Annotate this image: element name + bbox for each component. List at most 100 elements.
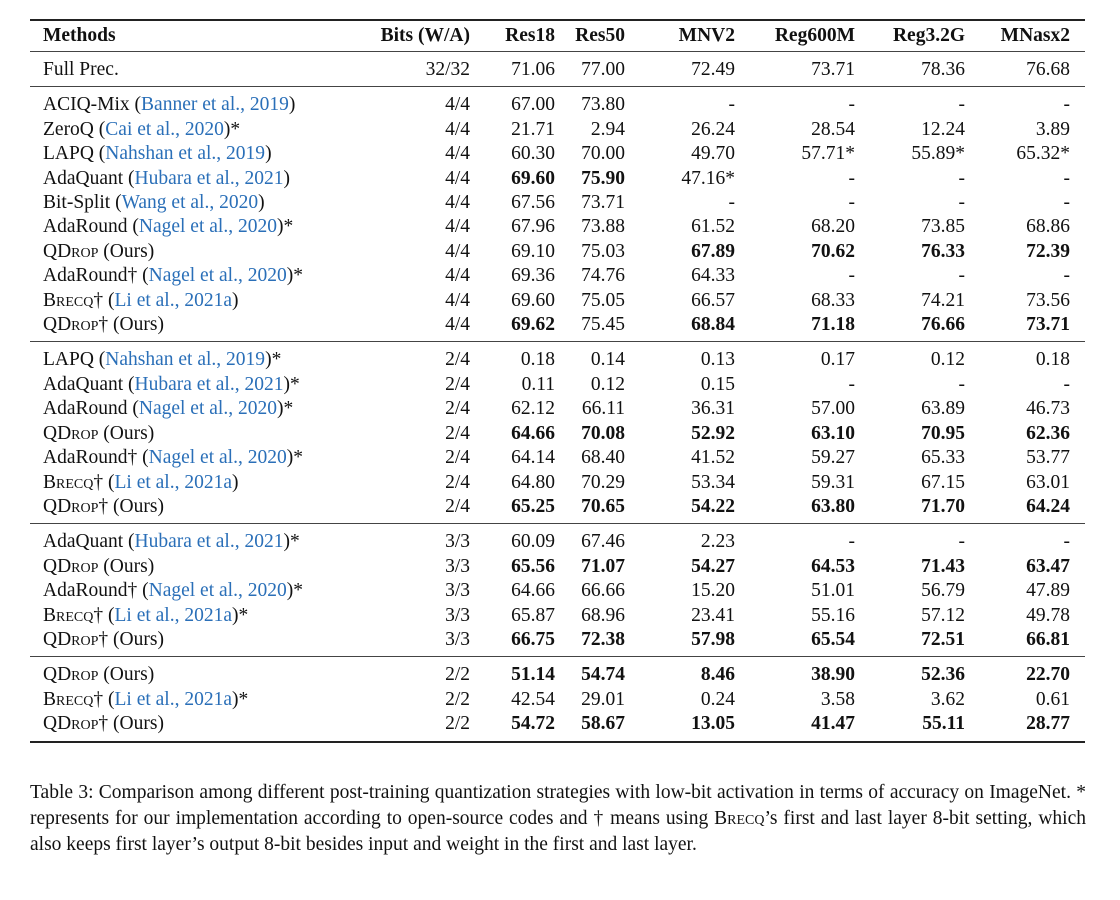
citation-link[interactable]: Nahshan et al., 2019 bbox=[105, 349, 266, 371]
value-cell: 71.18 bbox=[811, 314, 855, 336]
citation-link[interactable]: Hubara et al., 2021 bbox=[134, 531, 284, 553]
method-cell: QDrop (Ours) bbox=[30, 422, 350, 446]
ours-note: (Ours) bbox=[103, 422, 155, 444]
citation-link[interactable]: Hubara et al., 2021 bbox=[134, 167, 284, 189]
star-mark: * bbox=[289, 373, 300, 395]
method-cell: ZeroQ (Cai et al., 2020)* bbox=[43, 118, 241, 140]
bits-cell: 2/2 bbox=[445, 688, 470, 710]
value-cell: 2.94 bbox=[590, 118, 625, 140]
value-cell: 73.88 bbox=[581, 216, 625, 238]
value-cell: 55.11 bbox=[922, 713, 965, 735]
table-row: QDrop (Ours) 3/3 65.56 71.07 54.27 64.53 71.43… bbox=[30, 555, 1085, 579]
bits-cell: 3/3 bbox=[445, 555, 470, 577]
value-cell: 66.75 bbox=[511, 628, 555, 650]
value-cell: 68.84 bbox=[691, 314, 735, 336]
column-header: Bits (W/A) bbox=[380, 24, 470, 46]
citation-link[interactable]: Wang et al., 2020 bbox=[121, 192, 259, 214]
method-name: AdaRound bbox=[43, 398, 128, 420]
method-cell: AdaQuant (Hubara et al., 2021) bbox=[43, 167, 290, 189]
value-cell: 0.17 bbox=[820, 349, 855, 371]
caption-brecq: Brecq bbox=[714, 808, 765, 829]
value-cell: 0.15 bbox=[700, 373, 735, 395]
star-mark: * bbox=[293, 265, 303, 287]
value-cell: - bbox=[1063, 265, 1071, 287]
table-row: QDrop† (Ours) 2/4 65.25 70.65 54.22 63.80 71.7… bbox=[30, 495, 1085, 524]
value-cell: 53.77 bbox=[1026, 447, 1070, 469]
citation-link[interactable]: Li et al., 2021a bbox=[114, 471, 232, 493]
value-cell: 60.09 bbox=[511, 531, 555, 553]
value-cell: - bbox=[728, 192, 736, 214]
method-name: QDrop bbox=[43, 314, 99, 336]
citation-link[interactable]: Nagel et al., 2020 bbox=[138, 216, 277, 238]
method-name: ACIQ-Mix bbox=[43, 94, 130, 116]
table-row: QDrop† (Ours) 3/3 66.75 72.38 57.98 65.54 72.5… bbox=[30, 628, 1085, 657]
row-group: Full Prec. 32/32 71.06 77.00 72.49 73.71 78.36… bbox=[30, 52, 1085, 87]
results-table: Methods Bits (W/A) Res18 Res50 MNV2 Reg600M Re… bbox=[30, 19, 1085, 743]
bits-cell: 2/4 bbox=[445, 422, 470, 444]
table-row: QDrop† (Ours) 4/4 69.62 75.45 68.84 71.18 76.6… bbox=[30, 313, 1085, 342]
value-cell: 69.62 bbox=[511, 314, 555, 336]
value-cell: - bbox=[848, 167, 856, 189]
value-cell: - bbox=[1063, 94, 1071, 116]
citation-link[interactable]: Nagel et al., 2020 bbox=[148, 447, 287, 469]
value-cell: 70.08 bbox=[581, 422, 625, 444]
value-cell: 69.60 bbox=[511, 167, 555, 189]
citation-link[interactable]: Li et al., 2021a bbox=[114, 289, 232, 311]
citation-link[interactable]: Hubara et al., 2021 bbox=[134, 373, 284, 395]
value-cell: - bbox=[958, 167, 966, 189]
value-cell: 69.36 bbox=[511, 265, 555, 287]
value-cell: 49.70 bbox=[691, 143, 735, 165]
dagger-mark: † bbox=[127, 447, 138, 469]
method-cell: QDrop (Ours) bbox=[30, 240, 350, 264]
method-name: AdaQuant bbox=[43, 373, 124, 395]
value-cell: 64.53 bbox=[811, 555, 855, 577]
citation-link[interactable]: Nagel et al., 2020 bbox=[148, 265, 287, 287]
value-cell: 73.85 bbox=[921, 216, 965, 238]
citation-link[interactable]: Nagel et al., 2020 bbox=[148, 580, 287, 602]
method-cell: QDrop (Ours) bbox=[30, 555, 350, 579]
bits-cell: 3/3 bbox=[445, 604, 470, 626]
method-cell: Brecq† (Li et al., 2021a) bbox=[43, 471, 239, 493]
value-cell: 76.66 bbox=[921, 314, 965, 336]
citation-link[interactable]: Li et al., 2021a bbox=[114, 688, 232, 710]
citation-link[interactable]: Nahshan et al., 2019 bbox=[105, 143, 266, 165]
citation-link[interactable]: Banner et al., 2019 bbox=[141, 94, 289, 116]
method-name: Brecq bbox=[43, 604, 94, 626]
value-cell: 0.12 bbox=[590, 373, 625, 395]
value-cell: 71.07 bbox=[581, 555, 625, 577]
dagger-mark: † bbox=[98, 628, 109, 650]
table-caption: Table 3: Comparison among different post… bbox=[30, 780, 1086, 858]
table-row: AdaRound† (Nagel et al., 2020)* 3/3 64.66 6… bbox=[30, 579, 1085, 603]
star-mark: * bbox=[293, 447, 303, 469]
value-cell: - bbox=[958, 531, 966, 553]
value-cell: 63.80 bbox=[811, 495, 855, 517]
value-cell: - bbox=[1063, 167, 1071, 189]
value-cell: 70.00 bbox=[581, 143, 625, 165]
method-name: AdaRound bbox=[43, 216, 128, 238]
method-cell: QDrop (Ours) bbox=[30, 657, 350, 688]
value-cell: 41.52 bbox=[691, 447, 735, 469]
star-mark: * bbox=[230, 118, 241, 140]
value-cell: 54.74 bbox=[581, 664, 625, 686]
table-row: Brecq† (Li et al., 2021a)* 3/3 65.87 68.96 2… bbox=[30, 604, 1085, 628]
dagger-mark: † bbox=[98, 713, 109, 735]
bits-cell: 4/4 bbox=[445, 216, 470, 238]
bits-cell: 4/4 bbox=[445, 240, 470, 262]
dagger-mark: † bbox=[93, 604, 104, 626]
value-cell: 60.30 bbox=[511, 143, 555, 165]
dagger-mark: † bbox=[127, 580, 138, 602]
value-cell: 75.05 bbox=[581, 289, 625, 311]
value-cell: 56.79 bbox=[921, 580, 965, 602]
citation-link[interactable]: Nagel et al., 2020 bbox=[138, 398, 277, 420]
table-row: Bit-Split (Wang et al., 2020) 4/4 67.56 73.… bbox=[30, 191, 1085, 215]
table-row: QDrop (Ours) 2/4 64.66 70.08 52.92 63.10 70.95… bbox=[30, 422, 1085, 446]
value-cell: 78.36 bbox=[921, 59, 965, 80]
bits-cell: 3/3 bbox=[445, 580, 470, 602]
citation-link[interactable]: Cai et al., 2020 bbox=[105, 118, 224, 140]
bits-cell: 4/4 bbox=[445, 265, 470, 287]
table-row: Brecq† (Li et al., 2021a) 2/4 64.80 70.29 53… bbox=[30, 471, 1085, 495]
value-cell: 42.54 bbox=[511, 688, 555, 710]
ours-note: (Ours) bbox=[103, 555, 155, 577]
method-cell: AdaRound† (Nagel et al., 2020)* bbox=[43, 447, 303, 469]
citation-link[interactable]: Li et al., 2021a bbox=[114, 604, 232, 626]
